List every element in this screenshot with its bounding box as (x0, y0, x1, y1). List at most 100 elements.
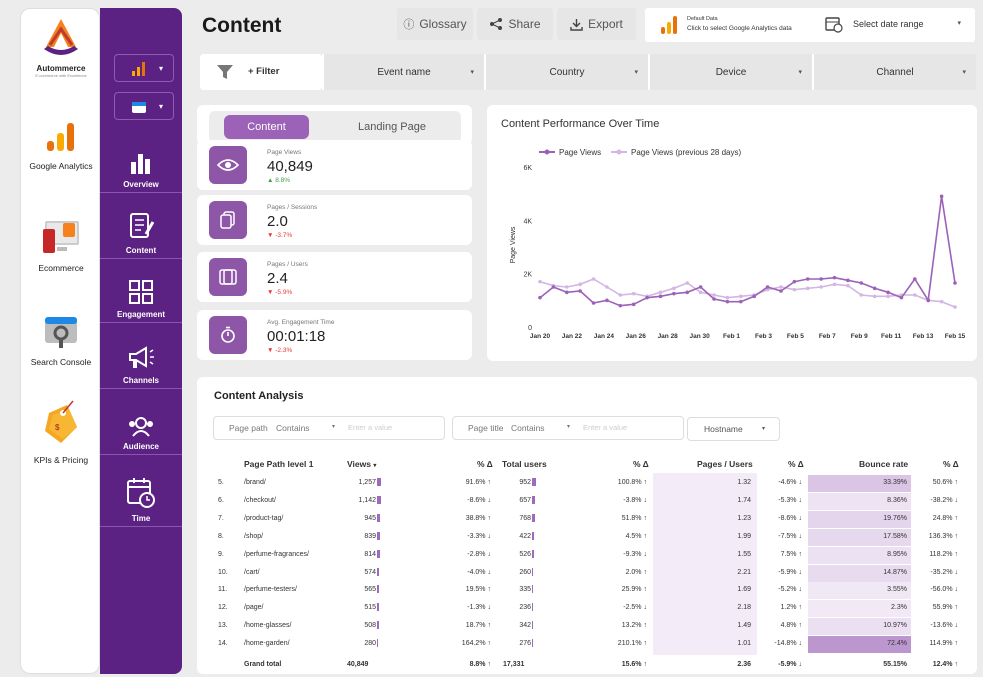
col-header-bounce-delta[interactable]: % Δ (943, 459, 959, 469)
chevron-down-icon: ▾ (158, 64, 163, 73)
section-title: Content Analysis (214, 390, 304, 402)
col-header-bounce-rate[interactable]: Bounce rate (859, 459, 909, 469)
event-name-dropdown[interactable]: Event name ▾ (322, 54, 484, 90)
filter-operator[interactable]: Contains (276, 423, 310, 433)
page-path-link[interactable]: /perfume-fragrances/ (244, 550, 309, 558)
kpi-value: 40,849 (267, 158, 313, 175)
add-filter-label: + Filter (248, 66, 280, 77)
page-title-filter[interactable]: Page title Contains ▾ Enter a value (452, 416, 684, 440)
chart-title: Content Performance Over Time (501, 118, 660, 130)
share-label: Share (508, 17, 541, 31)
nav-audience[interactable]: Audience (100, 414, 182, 455)
col-header-label: Views (347, 459, 371, 469)
page-path-link[interactable]: /cart/ (244, 568, 260, 576)
data-source-selector[interactable]: ▾ (114, 54, 174, 82)
add-filter-button[interactable]: + Filter (200, 54, 322, 90)
document-edit-icon (130, 213, 155, 238)
col-header-views-delta[interactable]: % Δ (477, 459, 493, 469)
delta-value: -5.3% (778, 496, 797, 504)
tab-bar: Content Landing Page (197, 105, 472, 145)
nav-label: Audience (122, 442, 159, 451)
page-path-link[interactable]: /brand/ (244, 479, 266, 486)
content-analysis-card: Content Analysis Page path Contains ▾ En… (197, 377, 977, 674)
ppu-delta: -7.5% ↓ (778, 532, 802, 540)
bounce-rate-value: 33.39% (883, 479, 907, 486)
col-header-users-delta[interactable]: % Δ (633, 459, 649, 469)
filter-value-input[interactable]: Enter a value (348, 423, 393, 432)
page-path-link[interactable]: /home-garden/ (244, 640, 290, 648)
series-0-point (752, 294, 756, 299)
pages-per-user-value: 2.21 (737, 568, 751, 576)
rail-search-console[interactable]: Search Console (21, 311, 101, 367)
google-analytics-icon (132, 62, 145, 76)
nav-label: Engagement (116, 310, 165, 319)
export-button[interactable]: Export (557, 8, 636, 40)
country-dropdown[interactable]: Country ▾ (484, 54, 648, 90)
nav-overview[interactable]: Overview (100, 150, 182, 193)
row-number: 7. (218, 514, 224, 522)
channel-dropdown[interactable]: Channel ▾ (812, 54, 976, 90)
series-0-point (939, 194, 944, 199)
calendar-selector[interactable]: ▾ (114, 92, 174, 120)
col-header-ppu-delta[interactable]: % Δ (788, 459, 804, 469)
views-delta: -3.3% ↓ (467, 532, 491, 540)
nav-time[interactable]: Time (100, 476, 182, 527)
filter-value-input[interactable]: Enter a value (583, 423, 628, 432)
x-tick-label: Feb 5 (787, 333, 804, 340)
users-value: 768 (519, 514, 531, 522)
share-button[interactable]: Share (477, 8, 553, 40)
users-delta: 100.8% ↑ (617, 479, 647, 486)
page-path-link[interactable]: /shop/ (244, 532, 264, 540)
page-path-link[interactable]: /home-glasses/ (244, 622, 292, 630)
rail-ecommerce[interactable]: Ecommerce (21, 215, 101, 273)
glossary-label: Glossary (419, 17, 467, 31)
rail-kpis-pricing[interactable]: $ KPIs & Pricing (21, 399, 101, 465)
tab-landing-page[interactable]: Landing Page (358, 121, 426, 133)
device-dropdown[interactable]: Device ▾ (648, 54, 812, 90)
users-delta: 210.1% ↑ (617, 640, 647, 648)
page-path-link[interactable]: /perfume-testers/ (244, 586, 297, 594)
page-path-link[interactable]: /checkout/ (244, 496, 276, 504)
x-tick-label: Jan 30 (689, 333, 710, 340)
bounce-rate-value: 14.87% (883, 568, 907, 576)
col-header-views[interactable]: Views ▾ (347, 459, 376, 469)
rail-label: Ecommerce (38, 263, 84, 273)
hostname-dropdown[interactable]: Hostname ▾ (687, 417, 780, 441)
users-delta: -3.8% ↓ (623, 496, 647, 504)
series-1-point (631, 291, 636, 296)
bounce-rate-value: 72.4% (887, 640, 907, 648)
col-header-total-users[interactable]: Total users (502, 459, 547, 469)
page-path-filter[interactable]: Page path Contains ▾ Enter a value (213, 416, 445, 440)
people-icon (129, 417, 153, 437)
chevron-down-icon: ▾ (567, 424, 571, 430)
bounce-rate-heat-cell (808, 492, 911, 510)
views-bar (377, 531, 380, 540)
glossary-button[interactable]: ⓘ Glossary (397, 8, 473, 40)
rail-google-analytics[interactable]: Google Analytics (21, 119, 101, 171)
series-1-point (846, 283, 850, 288)
date-range-picker[interactable]: Select date range ▾ (825, 12, 975, 38)
views-delta: -8.6% ↓ (467, 496, 491, 504)
tab-content[interactable]: Content (224, 115, 309, 139)
delta-value: 19.5% (465, 586, 486, 594)
delta-value: -9.3% (623, 550, 642, 558)
delta-value: 55.9% (932, 604, 953, 612)
col-header-page-path[interactable]: Page Path level 1 (244, 459, 314, 469)
filter-operator[interactable]: Contains (511, 423, 545, 433)
series-1-point (779, 285, 783, 289)
page-path-link[interactable]: /page/ (244, 604, 264, 612)
data-source-hint[interactable]: Click to select Google Analytics data (687, 25, 792, 32)
chevron-down-icon: ▾ (470, 69, 474, 76)
delta-value: -13.6% (930, 622, 953, 630)
col-header-pages-per-user[interactable]: Pages / Users (697, 459, 753, 469)
y-tick-label: 6K (523, 165, 532, 172)
users-delta: 13.2% ↑ (621, 622, 647, 630)
nav-content[interactable]: Content (100, 210, 182, 259)
nav-channels[interactable]: Channels (100, 344, 182, 389)
nav-engagement[interactable]: Engagement (100, 278, 182, 323)
delta-value: 100.8% (617, 479, 642, 486)
views-bar (377, 495, 381, 504)
nav-label: Content (125, 246, 157, 255)
date-control: Default Data Click to select Google Anal… (645, 8, 975, 42)
page-path-link[interactable]: /product-tag/ (244, 514, 284, 522)
